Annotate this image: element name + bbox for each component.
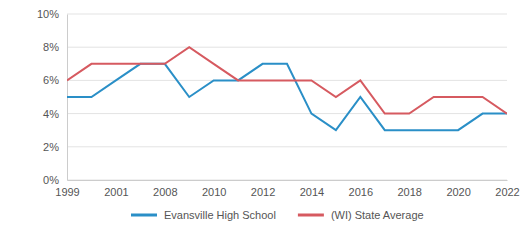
x-tick: 1999	[55, 180, 79, 198]
legend: Evansville High School (WI) State Average	[131, 209, 424, 221]
x-tick-label: 2010	[202, 186, 226, 198]
y-tick-label: 10%	[37, 8, 59, 20]
x-tick: 2018	[397, 180, 421, 198]
x-tick: 2022	[495, 180, 519, 198]
y-tick-label: 8%	[43, 41, 59, 53]
legend-label: Evansville High School	[164, 209, 276, 221]
x-tick-label: 2018	[397, 186, 421, 198]
x-tick: 2014	[300, 180, 324, 198]
plot-area	[67, 47, 507, 130]
chart: 0% 2% 4% 6% 8% 10% 1999 2001 2008 2010 2012 2014 201…	[0, 0, 524, 230]
y-axis: 0% 2% 4% 6% 8% 10%	[37, 8, 68, 186]
grid-line	[67, 47, 507, 48]
x-tick: 2012	[251, 180, 275, 198]
x-axis: 1999 2001 2008 2010 2012 2014 2016 2018 2020 2022	[55, 180, 519, 198]
grid-line	[67, 14, 507, 15]
y-tick: 0%	[43, 174, 67, 186]
y-tick: 8%	[43, 41, 67, 53]
x-tick: 2016	[349, 180, 373, 198]
y-tick: 4%	[43, 108, 67, 120]
x-axis-line	[68, 180, 508, 181]
x-tick-label: 2008	[153, 186, 177, 198]
y-tick-label: 2%	[43, 141, 59, 153]
x-tick-label: 1999	[55, 186, 79, 198]
legend-item: Evansville High School	[131, 209, 276, 221]
x-tick-label: 2020	[446, 186, 470, 198]
x-tick: 2010	[202, 180, 226, 198]
series-line	[67, 47, 507, 113]
legend-label: (WI) State Average	[331, 209, 424, 221]
grid-line	[67, 113, 507, 114]
grid-line	[67, 180, 507, 181]
x-tick-label: 2012	[251, 186, 275, 198]
grid-line	[67, 146, 507, 147]
x-tick: 2020	[446, 180, 470, 198]
x-tick: 2001	[104, 180, 128, 198]
legend-item: (WI) State Average	[298, 209, 424, 221]
legend-swatch	[131, 214, 157, 217]
legend-swatch	[298, 214, 324, 217]
y-tick-label: 0%	[43, 174, 59, 186]
y-tick: 10%	[37, 8, 67, 20]
x-tick-label: 2001	[104, 186, 128, 198]
y-tick-label: 4%	[43, 108, 59, 120]
y-tick: 6%	[43, 74, 67, 86]
x-tick-label: 2014	[300, 186, 324, 198]
x-tick-label: 2022	[495, 186, 519, 198]
grid	[67, 14, 507, 180]
y-tick: 2%	[43, 141, 67, 153]
x-tick: 2008	[153, 180, 177, 198]
y-tick-label: 6%	[43, 74, 59, 86]
x-tick-label: 2016	[349, 186, 373, 198]
